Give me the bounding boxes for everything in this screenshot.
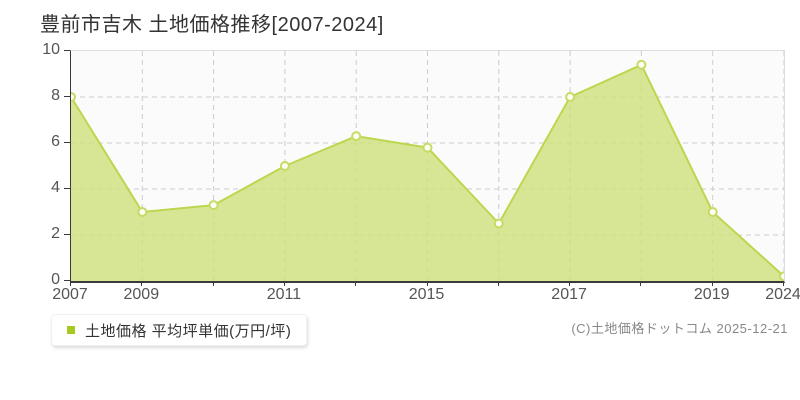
x-tick-mark: [70, 282, 71, 286]
x-tick-mark: [569, 282, 571, 286]
series-area: [71, 64, 784, 281]
x-axis-label: 2015: [408, 286, 445, 303]
y-tick-mark: [64, 234, 70, 235]
y-axis-label: 8: [51, 87, 60, 104]
x-tick-mark: [640, 282, 642, 286]
y-tick-mark: [64, 142, 70, 143]
data-point[interactable]: 2019: 3: [707, 207, 718, 217]
data-point[interactable]: 2018: 9.4: [636, 59, 647, 70]
legend-series-swatch-icon: [67, 326, 75, 334]
copyright-text: (C)土地価格ドットコム 2025-12-21: [571, 321, 788, 336]
y-axis-label: 4: [51, 179, 60, 196]
x-tick-mark: [283, 282, 285, 286]
x-axis-label: 2024: [765, 286, 800, 303]
chart-title: 豊前市吉木 土地価格推移[2007-2024]: [40, 14, 384, 36]
data-point[interactable]: 2015: 5.8: [422, 142, 433, 153]
plot-area: 2007: 8 2009: 3 2010: 3.3 2011: 5 2013: 6.3 2…: [70, 50, 785, 283]
y-axis-label: 10: [42, 41, 60, 58]
data-point[interactable]: 2011: 5: [279, 161, 290, 171]
x-axis-label: 2017: [551, 286, 587, 303]
x-axis-label: 2007: [52, 286, 88, 303]
data-point[interactable]: 2009: 3: [137, 207, 148, 217]
y-tick-mark: [64, 50, 70, 51]
x-axis-label: 2011: [266, 286, 302, 303]
y-tick-mark: [64, 280, 70, 281]
x-axis-label: 2019: [693, 286, 730, 303]
y-axis-label: 0: [51, 271, 60, 288]
x-tick-mark: [783, 282, 784, 286]
y-tick-mark: [64, 96, 70, 97]
legend-box: 土地価格 平均坪単価(万円/坪): [51, 314, 308, 346]
legend-series-label: 土地価格 平均坪単価(万円/坪): [85, 322, 292, 340]
x-tick-mark: [426, 282, 428, 286]
x-tick-mark: [355, 282, 357, 286]
chart: 2007: 8 2009: 3 2010: 3.3 2011: 5 2013: 6.3 2…: [42, 41, 800, 303]
area-chart-canvas: 2007: 8 2009: 3 2010: 3.3 2011: 5 2013: 6.3 2…: [71, 51, 784, 281]
x-tick-mark: [141, 282, 143, 286]
x-tick-mark: [711, 282, 713, 286]
y-axis-label: 2: [51, 225, 60, 242]
data-point[interactable]: 2007: 8: [71, 92, 76, 102]
y-axis-label: 6: [51, 133, 60, 150]
x-axis-label: 2009: [123, 286, 160, 303]
data-point[interactable]: 2016: 2.5: [493, 218, 504, 229]
data-point[interactable]: 2010: 3.3: [208, 200, 219, 211]
data-point[interactable]: 2017: 8: [565, 92, 576, 102]
x-tick-mark: [497, 282, 499, 286]
data-point[interactable]: 2013: 6.3: [351, 131, 362, 142]
data-point[interactable]: 2024: 0.2: [779, 271, 784, 281]
x-tick-mark: [212, 282, 214, 286]
y-tick-mark: [64, 188, 70, 189]
